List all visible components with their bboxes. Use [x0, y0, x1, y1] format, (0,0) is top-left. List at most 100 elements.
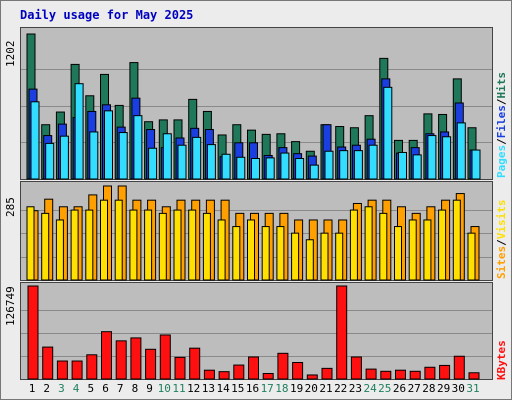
sites-bar	[349, 209, 358, 281]
day-label: 8	[131, 382, 139, 395]
day-label: 29	[436, 382, 451, 395]
legend-top: Pages/Files/Hits	[495, 27, 509, 178]
pages-bar	[383, 86, 393, 180]
sites-bar	[438, 209, 447, 281]
kbytes-bar	[101, 331, 112, 380]
visits-sites-plot	[21, 185, 492, 281]
sites-bar	[158, 212, 167, 281]
pages-bar	[398, 151, 407, 180]
pages-bar	[295, 157, 305, 180]
sites-bar	[70, 209, 79, 281]
legend-hits: Hits	[495, 72, 508, 99]
kbytes-bar	[350, 356, 362, 380]
day-label: 3	[58, 382, 65, 395]
kbytes-bar	[321, 367, 333, 380]
kbytes-bar	[174, 356, 186, 380]
visits-sites-panel	[20, 181, 493, 281]
pages-bar	[265, 157, 275, 180]
kbytes-bar	[380, 370, 392, 380]
kbytes-bar	[27, 285, 39, 380]
kbytes-bar	[71, 360, 83, 380]
sites-bar	[144, 209, 153, 281]
bot-max-label: 126749	[4, 286, 17, 326]
day-label: 1	[28, 382, 36, 395]
pages-bar	[236, 156, 246, 180]
day-label: 10	[157, 382, 171, 395]
legend-sites: Sites	[495, 245, 508, 279]
kbytes-bar	[130, 337, 142, 380]
kbytes-bar	[292, 361, 304, 380]
sites-bar	[129, 209, 138, 281]
sites-bar	[305, 239, 314, 281]
pages-bar	[442, 136, 452, 180]
day-label: 13	[201, 382, 216, 395]
kbytes-bar	[277, 352, 289, 380]
pages-bar	[309, 164, 319, 180]
kbytes-bar	[189, 347, 201, 380]
sites-bar	[217, 219, 226, 281]
kbytes-bar	[203, 369, 215, 380]
kbytes-bar	[248, 356, 259, 380]
sites-bar	[202, 212, 211, 281]
pages-bar	[162, 133, 172, 180]
kbytes-panel	[20, 282, 493, 380]
day-label: 12	[187, 382, 201, 395]
kbytes-bar	[115, 340, 127, 380]
day-label: 2	[43, 382, 50, 395]
kbytes-bar	[145, 348, 157, 380]
day-label: 20	[304, 382, 318, 395]
kbytes-plot	[21, 285, 492, 380]
day-label: 28	[422, 382, 436, 395]
day-label: 7	[116, 382, 124, 395]
sites-bar	[335, 232, 344, 281]
day-label: 4	[72, 382, 80, 395]
kbytes-bar	[365, 368, 377, 380]
legend-visits: Visits	[495, 199, 508, 240]
hits-files-pages-plot	[21, 33, 492, 180]
pages-bar	[221, 153, 231, 180]
sites-bar	[291, 232, 300, 281]
day-label: 16	[245, 382, 260, 395]
kbytes-bar	[409, 370, 421, 380]
sites-bar	[55, 219, 64, 281]
sites-bar	[100, 199, 108, 281]
pages-bar	[456, 122, 466, 180]
sites-bar	[408, 219, 417, 281]
pages-bar	[133, 115, 143, 180]
sites-bar	[26, 206, 35, 281]
kbytes-bar	[453, 355, 465, 380]
pages-bar	[118, 132, 128, 180]
pages-bar	[471, 149, 481, 180]
pages-bar	[59, 135, 69, 180]
sites-bar	[261, 226, 270, 281]
kbytes-bar	[42, 346, 54, 380]
legend-pages: Pages	[495, 144, 508, 178]
pages-bar	[427, 135, 437, 180]
day-label: 23	[348, 382, 363, 395]
pages-bar	[280, 152, 290, 180]
day-axis: 1 2 3 4 5 6 7 8 9 10 11 12 13 14 15 16 17 18 19 20 21 22 23 24 2…	[20, 382, 491, 396]
sites-bar	[247, 219, 255, 281]
kbytes-bar	[262, 372, 274, 380]
pages-bar	[206, 144, 216, 180]
sites-bar	[452, 199, 461, 281]
kbytes-bar	[439, 364, 451, 380]
kbytes-bar	[424, 366, 436, 380]
day-label: 31	[466, 382, 480, 395]
day-label: 27	[407, 382, 421, 395]
hits-files-pages-panel	[20, 27, 493, 180]
kbytes-bar	[218, 371, 230, 380]
day-label: 15	[231, 382, 245, 395]
pages-bar	[339, 150, 349, 180]
day-label: 11	[172, 382, 186, 395]
day-label: 17	[260, 382, 274, 395]
sites-bar	[320, 232, 329, 281]
sites-bar	[85, 209, 94, 281]
kbytes-bar	[86, 354, 98, 380]
day-label: 26	[392, 382, 407, 395]
pages-bar	[177, 144, 187, 180]
sites-bar	[188, 209, 197, 281]
pages-bar	[324, 150, 334, 180]
pages-bar	[30, 101, 40, 180]
day-label: 14	[216, 382, 230, 395]
